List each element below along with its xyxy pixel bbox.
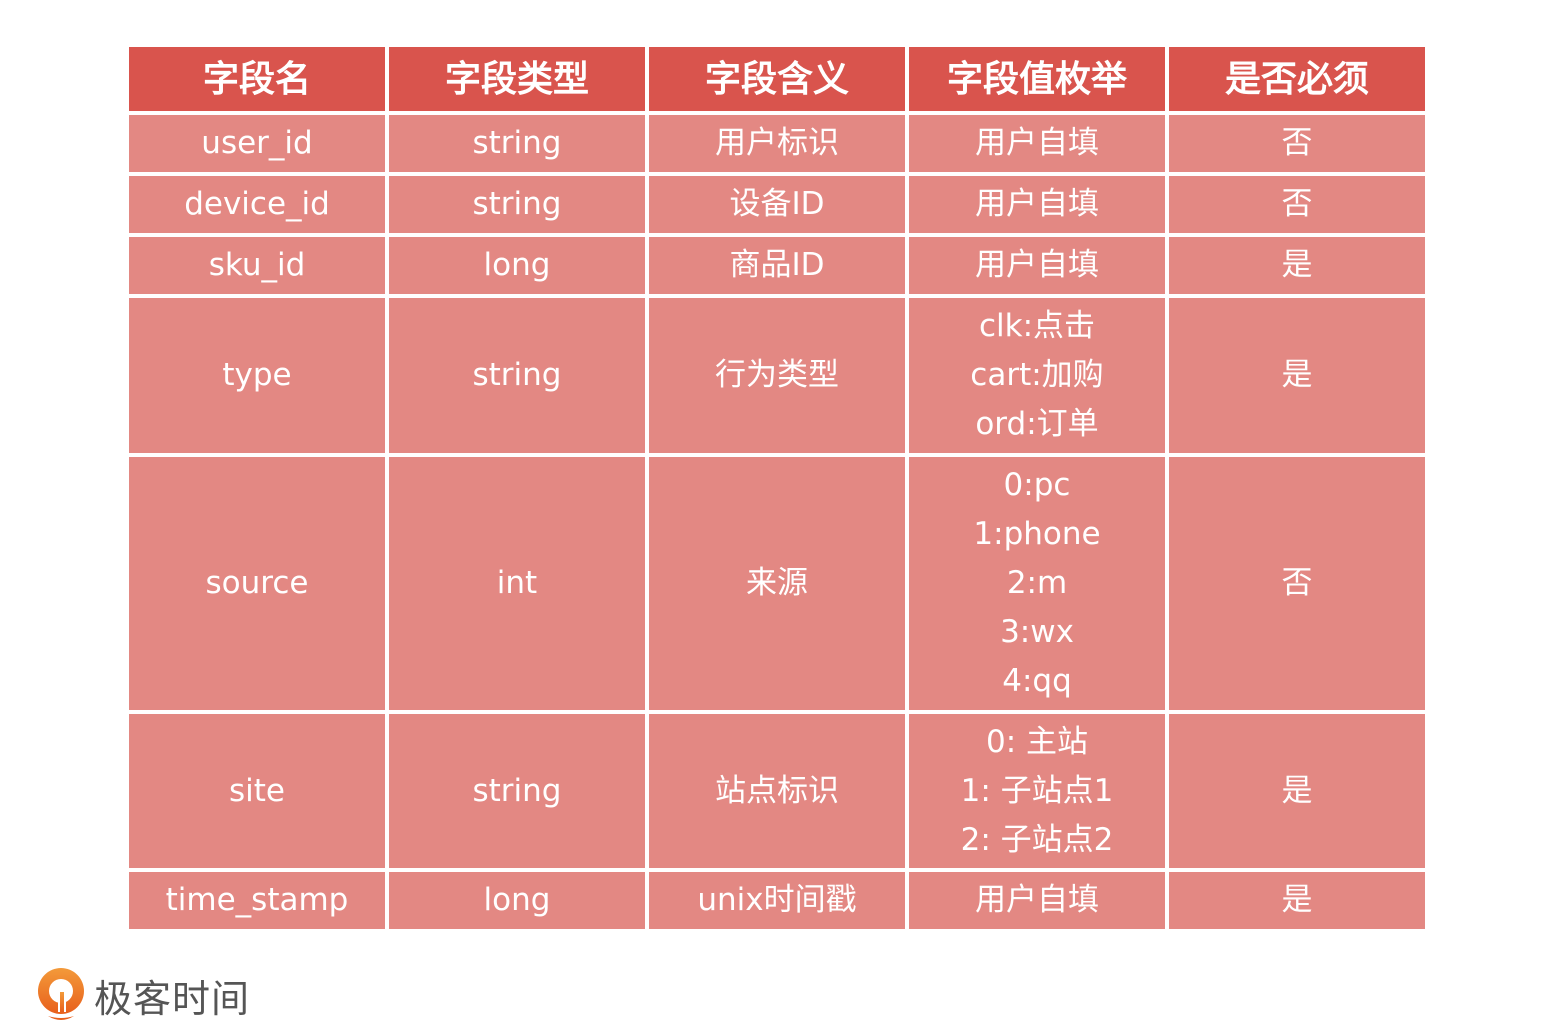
value-line: 用户自填 (975, 882, 1099, 918)
table-cell-name: device_id (129, 176, 385, 233)
table-cell-type: int (389, 457, 645, 710)
value-line: ord:订单 (975, 406, 1099, 442)
header-cell: 是否必须 (1169, 47, 1425, 111)
table-cell-required: 否 (1169, 176, 1425, 233)
value-line: 用户自填 (975, 186, 1099, 222)
table-cell-type: long (389, 872, 645, 929)
table-cell-name: source (129, 457, 385, 710)
value-line: 3:wx (1000, 614, 1074, 650)
table-cell-meaning: 来源 (649, 457, 905, 710)
table-cell-meaning: 商品ID (649, 237, 905, 294)
table-cell-type: string (389, 115, 645, 172)
table-cell-name: sku_id (129, 237, 385, 294)
table-cell-required: 是 (1169, 714, 1425, 868)
value-line: 用户自填 (975, 247, 1099, 283)
table-cell-values: 用户自填 (909, 237, 1165, 294)
table-cell-meaning: 站点标识 (649, 714, 905, 868)
table-cell-type: string (389, 714, 645, 868)
value-line: 4:qq (1002, 663, 1072, 699)
table-cell-name: site (129, 714, 385, 868)
value-line: 1:phone (973, 516, 1101, 552)
table-cell-type: string (389, 176, 645, 233)
table-cell-required: 是 (1169, 872, 1425, 929)
header-cell: 字段值枚举 (909, 47, 1165, 111)
header-cell: 字段含义 (649, 47, 905, 111)
logo-text: 极客时间 (94, 976, 251, 1021)
table-cell-values: 0:pc 1:phone 2:m 3:wx 4:qq (909, 457, 1165, 710)
field-table: 字段名 字段类型 字段含义 字段值枚举 是否必须 user_id string 用户标识 用户自… (129, 47, 1425, 929)
table-cell-required: 否 (1169, 115, 1425, 172)
table-cell-values: 用户自填 (909, 872, 1165, 929)
value-line: 2: 子站点2 (960, 821, 1114, 858)
value-line: 0:pc (1003, 467, 1071, 503)
value-line: 2:m (1006, 565, 1068, 601)
geektime-logo-icon (38, 968, 84, 1020)
header-cell: 字段类型 (389, 47, 645, 111)
table-cell-type: long (389, 237, 645, 294)
value-line: 1: 子站点1 (960, 772, 1114, 809)
table-cell-meaning: 用户标识 (649, 115, 905, 172)
table-cell-meaning: unix时间戳 (649, 872, 905, 929)
table-cell-required: 是 (1169, 298, 1425, 453)
table-cell-name: type (129, 298, 385, 453)
value-line: clk:点击 (978, 308, 1096, 344)
table-cell-type: string (389, 298, 645, 453)
header-cell: 字段名 (129, 47, 385, 111)
table-cell-required: 否 (1169, 457, 1425, 710)
table-cell-values: 用户自填 (909, 176, 1165, 233)
table-cell-name: time_stamp (129, 872, 385, 929)
table-cell-required: 是 (1169, 237, 1425, 294)
table-cell-name: user_id (129, 115, 385, 172)
value-line: 0: 主站 (985, 723, 1089, 760)
table-cell-meaning: 设备ID (649, 176, 905, 233)
table-cell-values: 用户自填 (909, 115, 1165, 172)
table-cell-values: 0: 主站 1: 子站点1 2: 子站点2 (909, 714, 1165, 868)
value-line: cart:加购 (970, 357, 1104, 393)
table-cell-values: clk:点击 cart:加购 ord:订单 (909, 298, 1165, 453)
logo: 极客时间 (36, 966, 250, 1024)
table-cell-meaning: 行为类型 (649, 298, 905, 453)
value-line: 用户自填 (975, 125, 1099, 161)
